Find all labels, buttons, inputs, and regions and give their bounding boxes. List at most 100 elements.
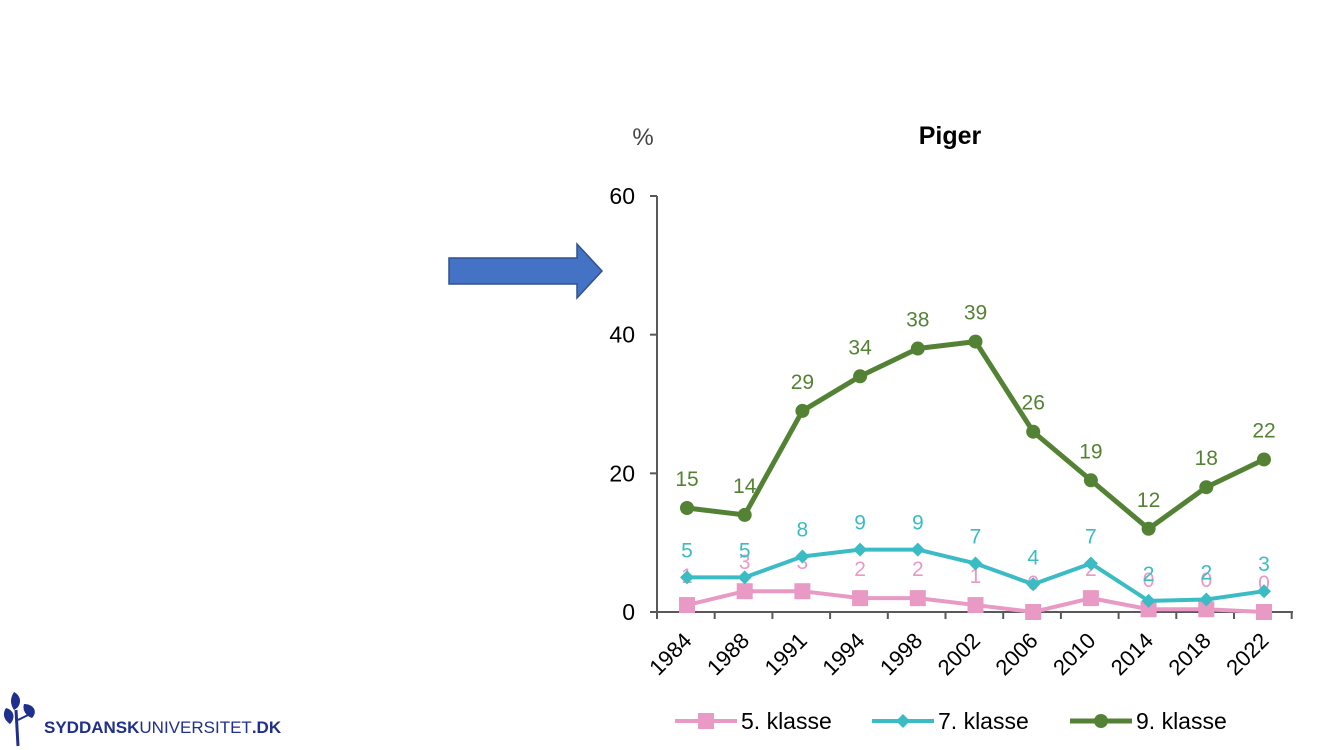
data-point xyxy=(1083,556,1098,571)
data-label: 5 xyxy=(739,539,751,562)
x-tick-label: 1984 xyxy=(644,628,696,680)
x-tick-label: 2014 xyxy=(1106,628,1158,680)
data-label: 3 xyxy=(1258,553,1270,576)
data-point xyxy=(910,542,925,557)
data-point xyxy=(1083,473,1098,488)
y-tick-label: 0 xyxy=(622,599,635,625)
x-tick-label: 2018 xyxy=(1164,628,1216,680)
data-label: 34 xyxy=(848,336,872,359)
data-label: 5 xyxy=(681,539,693,562)
x-tick-label: 1998 xyxy=(875,628,927,680)
data-point xyxy=(1198,601,1215,618)
x-tick-label: 2002 xyxy=(933,628,985,680)
legend-marker xyxy=(1094,714,1108,728)
legend: 5. klasse 7. klasse 9. klasse xyxy=(675,708,1227,734)
data-point xyxy=(795,549,810,564)
series-layer: 1332210200055899747223151429343839261912… xyxy=(675,302,1276,620)
logo-tld: .DK xyxy=(251,718,282,737)
data-label: 8 xyxy=(797,519,809,542)
data-point xyxy=(1199,480,1214,495)
legend-label: 7. klasse xyxy=(938,708,1029,734)
data-label: 3 xyxy=(739,551,751,574)
data-point xyxy=(1141,593,1156,608)
logo-wordmark: SYDDANSKUNIVERSITET.DK xyxy=(44,718,281,738)
series-line xyxy=(686,339,1266,532)
data-label: 18 xyxy=(1195,447,1218,470)
series-9-klasse: 15 14 29 34 38 39 26 19 12 18 22 xyxy=(675,302,1276,536)
data-label: 14 xyxy=(733,475,757,498)
x-tick-label: 2006 xyxy=(990,628,1042,680)
x-tick-label: 1991 xyxy=(760,628,812,680)
data-point xyxy=(1025,604,1042,620)
data-point xyxy=(737,507,752,522)
data-label: 2 xyxy=(1143,563,1155,586)
data-label: 26 xyxy=(1022,392,1045,415)
data-label: 15 xyxy=(675,468,698,491)
data-label: 0 xyxy=(1143,569,1155,592)
series-7-klasse: 5 5 8 9 9 7 4 7 2 2 3 xyxy=(680,512,1271,608)
logo-thin: UNIVERSITET xyxy=(139,718,252,737)
data-label: 4 xyxy=(1027,546,1039,569)
chart-title: Piger xyxy=(919,122,982,150)
data-label: 22 xyxy=(1252,419,1275,442)
x-tick-label: 2010 xyxy=(1048,628,1100,680)
data-label: 12 xyxy=(1137,489,1160,512)
legend-label: 9. klasse xyxy=(1136,708,1227,734)
data-point xyxy=(967,597,984,614)
data-label: 29 xyxy=(791,371,814,394)
data-point xyxy=(853,542,868,557)
logo-bold: SYDDANSK xyxy=(44,718,140,737)
y-axis-unit: % xyxy=(632,124,653,151)
data-label: 39 xyxy=(964,302,987,325)
y-tick-label: 40 xyxy=(609,322,635,348)
data-point xyxy=(794,583,811,600)
legend-item: 9. klasse xyxy=(1070,708,1227,734)
data-point xyxy=(737,570,752,585)
data-label: 7 xyxy=(970,525,982,548)
data-point xyxy=(795,403,810,418)
data-label: 19 xyxy=(1079,440,1102,463)
x-tick-label: 2022 xyxy=(1221,628,1273,680)
legend-item: 7. klasse xyxy=(872,708,1029,734)
data-point xyxy=(1141,521,1156,536)
y-tick-label: 60 xyxy=(609,183,635,209)
y-tick-label: 20 xyxy=(609,460,635,486)
data-point xyxy=(1199,592,1214,607)
data-label: 2 xyxy=(912,558,924,581)
data-label: 9 xyxy=(912,512,924,535)
data-point xyxy=(909,590,926,607)
data-point xyxy=(680,501,694,515)
data-point xyxy=(910,341,925,356)
data-label: 38 xyxy=(906,309,929,332)
data-point xyxy=(736,583,753,600)
data-point xyxy=(1257,452,1271,467)
data-point xyxy=(968,556,983,571)
legend-label: 5. klasse xyxy=(741,708,832,734)
university-logo: SYDDANSKUNIVERSITET.DK xyxy=(0,690,281,750)
data-point xyxy=(1256,604,1272,620)
data-point xyxy=(968,334,983,349)
leaf-logo-icon xyxy=(3,692,35,747)
data-point xyxy=(680,570,694,585)
data-point xyxy=(852,590,869,607)
legend-marker xyxy=(896,714,910,728)
x-tick-label: 1988 xyxy=(702,628,754,680)
data-point xyxy=(1082,590,1099,607)
data-label: 0 xyxy=(1258,572,1270,595)
data-point xyxy=(1140,601,1157,618)
data-point xyxy=(1026,577,1041,592)
data-point xyxy=(1026,424,1041,439)
data-point xyxy=(679,597,695,614)
data-label: 2 xyxy=(854,558,866,581)
x-tick-label: 1994 xyxy=(817,628,869,680)
data-label: 0 xyxy=(1200,569,1212,592)
data-point xyxy=(853,369,868,384)
legend-item: 5. klasse xyxy=(675,708,832,734)
data-label: 2 xyxy=(1200,562,1212,585)
data-label: 1 xyxy=(970,565,982,588)
data-label: 7 xyxy=(1085,525,1097,548)
data-label: 9 xyxy=(854,512,866,535)
data-point xyxy=(1257,584,1271,599)
